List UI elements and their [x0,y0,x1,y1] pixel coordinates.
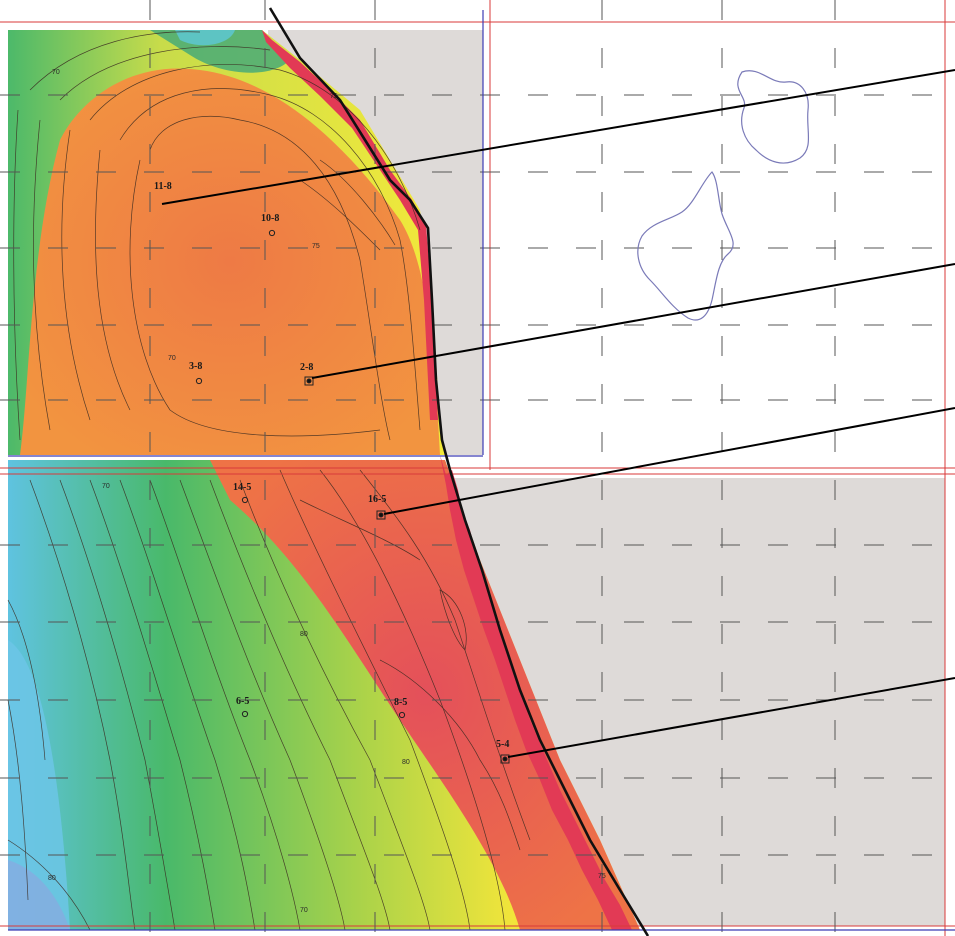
leader-line-11-8 [161,69,955,205]
contour-label: 80 [48,875,56,882]
well-symbol-6-5 [241,710,249,718]
well-labels: 11-8 10-8 3-8 2-8 14-5 16-5 6-5 8-5 5-4 [154,181,509,750]
well-symbol-3-8 [195,377,203,385]
north-crest-fill [20,68,440,455]
well-label-3-8: 3-8 [189,361,202,372]
well-label-8-5: 8-5 [394,697,407,708]
feature-outline-north [737,70,810,164]
fault-trace [268,7,650,936]
contour-label: 70 [52,69,60,76]
well-symbol-2-8 [304,376,314,386]
contour-lines [7,31,531,931]
lease-boundary [8,10,955,931]
well-symbol-14-5 [241,496,249,504]
contour-label: 80 [402,759,410,766]
contour-label: 75 [330,93,338,100]
well-label-10-8: 10-8 [261,213,279,224]
well-label-14-5: 14-5 [233,482,251,493]
well-symbol-16-5 [376,510,386,520]
leader-line-5-4 [507,677,955,758]
leader-line-16-5 [383,407,955,515]
leader-lines [161,69,955,758]
well-label-11-8: 11-8 [154,181,172,192]
structure-surface [8,30,640,930]
well-label-5-4: 5-4 [496,739,509,750]
contour-label: 70 [300,907,308,914]
south-crest-fill [210,460,640,930]
well-symbol-10-8 [268,229,276,237]
leader-line-2-8 [311,263,955,379]
well-symbol-8-5 [398,711,406,719]
well-symbols [195,229,510,764]
contour-label: 70 [168,355,176,362]
well-label-6-5: 6-5 [236,696,249,707]
well-label-2-8: 2-8 [300,362,313,373]
feature-outlines [637,70,810,321]
feature-outline-south [637,171,734,321]
contour-label: 75 [312,243,320,250]
contour-label: 80 [300,631,308,638]
well-symbol-5-4 [500,754,510,764]
well-label-16-5: 16-5 [368,494,386,505]
contour-label: 70 [102,483,110,490]
